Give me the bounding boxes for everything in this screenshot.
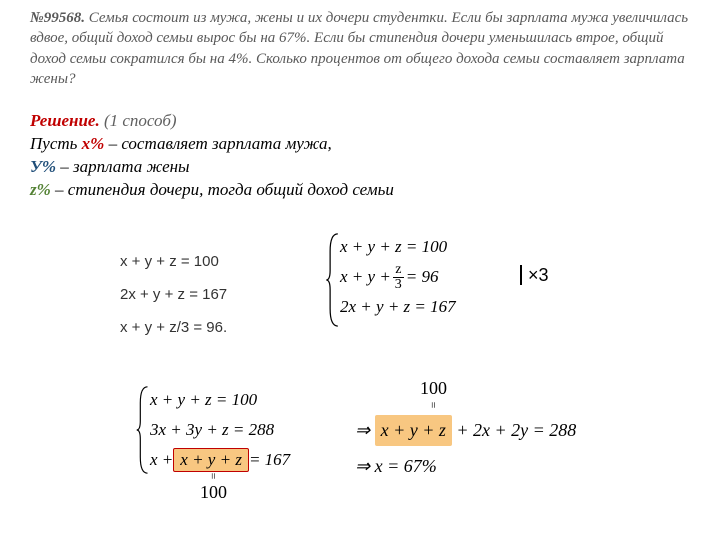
equations-plain: x + y + z = 100 2x + y + z = 167 x + y +… [120, 245, 227, 344]
annotation-100-b: 100 = [420, 378, 447, 411]
solution-title: Решение. [30, 111, 100, 130]
brace-icon [136, 385, 150, 475]
sys1-r2a: x + y + [340, 267, 391, 287]
derive-line1: ⇒ x + y + z + 2x + 2y = 288 [355, 415, 576, 446]
annotation-100-a: = 100 [200, 470, 227, 503]
var-z: z% [30, 180, 51, 199]
sys2-r3b: = 167 [249, 450, 290, 470]
sys2-r3a: x + [150, 450, 173, 470]
multiply-by-3: ×3 [520, 265, 549, 286]
highlight-xyz-2: x + y + z [375, 415, 452, 446]
fraction-z3: z 3 [393, 263, 404, 292]
derive-line2: ⇒ x = 67% [355, 452, 576, 481]
eq1: x + y + z = 100 [120, 245, 227, 278]
d1-hl: x + y + z [381, 420, 446, 440]
eq2: 2x + y + z = 167 [120, 278, 227, 311]
problem-statement: №99568. Семья состоит из мужа, жены и их… [30, 8, 690, 89]
mul-label: ×3 [520, 265, 549, 285]
problem-number: №99568. [30, 10, 85, 26]
system-1: x + y + z = 100 x + y + z 3 = 96 2x + y … [340, 232, 456, 328]
system-2: x + y + z = 100 3x + 3y + z = 288 x + x … [150, 385, 290, 475]
sys1-r2b: = 96 [406, 267, 439, 287]
sys1-r1: x + y + z = 100 [340, 237, 447, 257]
solution-heading: Решение. (1 способ) Пусть x% – составляе… [30, 110, 690, 202]
let2-b: – зарплата жены [60, 157, 189, 176]
brace-icon [326, 232, 340, 328]
sys1-r3: 2x + y + z = 167 [340, 297, 456, 317]
problem-text: Семья состоит из мужа, жены и их дочери … [30, 10, 688, 87]
let1-b: – составляет зарплата мужа, [109, 134, 332, 153]
d1b: + 2x + 2y = 288 [456, 420, 576, 440]
d1a: ⇒ [355, 420, 375, 440]
solution-method: (1 способ) [104, 111, 177, 130]
frac-num: z [393, 263, 404, 278]
sys2-r1: x + y + z = 100 [150, 390, 257, 410]
derivation: ⇒ x + y + z + 2x + 2y = 288 ⇒ x = 67% [355, 415, 576, 481]
equals-rotated-icon: = [208, 463, 220, 490]
let3-b: – стипендия дочери, тогда общий доход се… [55, 180, 394, 199]
eq3: x + y + z/3 = 96. [120, 311, 227, 344]
let1-a: Пусть [30, 134, 82, 153]
var-x: x% [82, 134, 105, 153]
var-y: У% [30, 157, 56, 176]
frac-den: 3 [393, 278, 404, 292]
sys2-r2: 3x + 3y + z = 288 [150, 420, 274, 440]
